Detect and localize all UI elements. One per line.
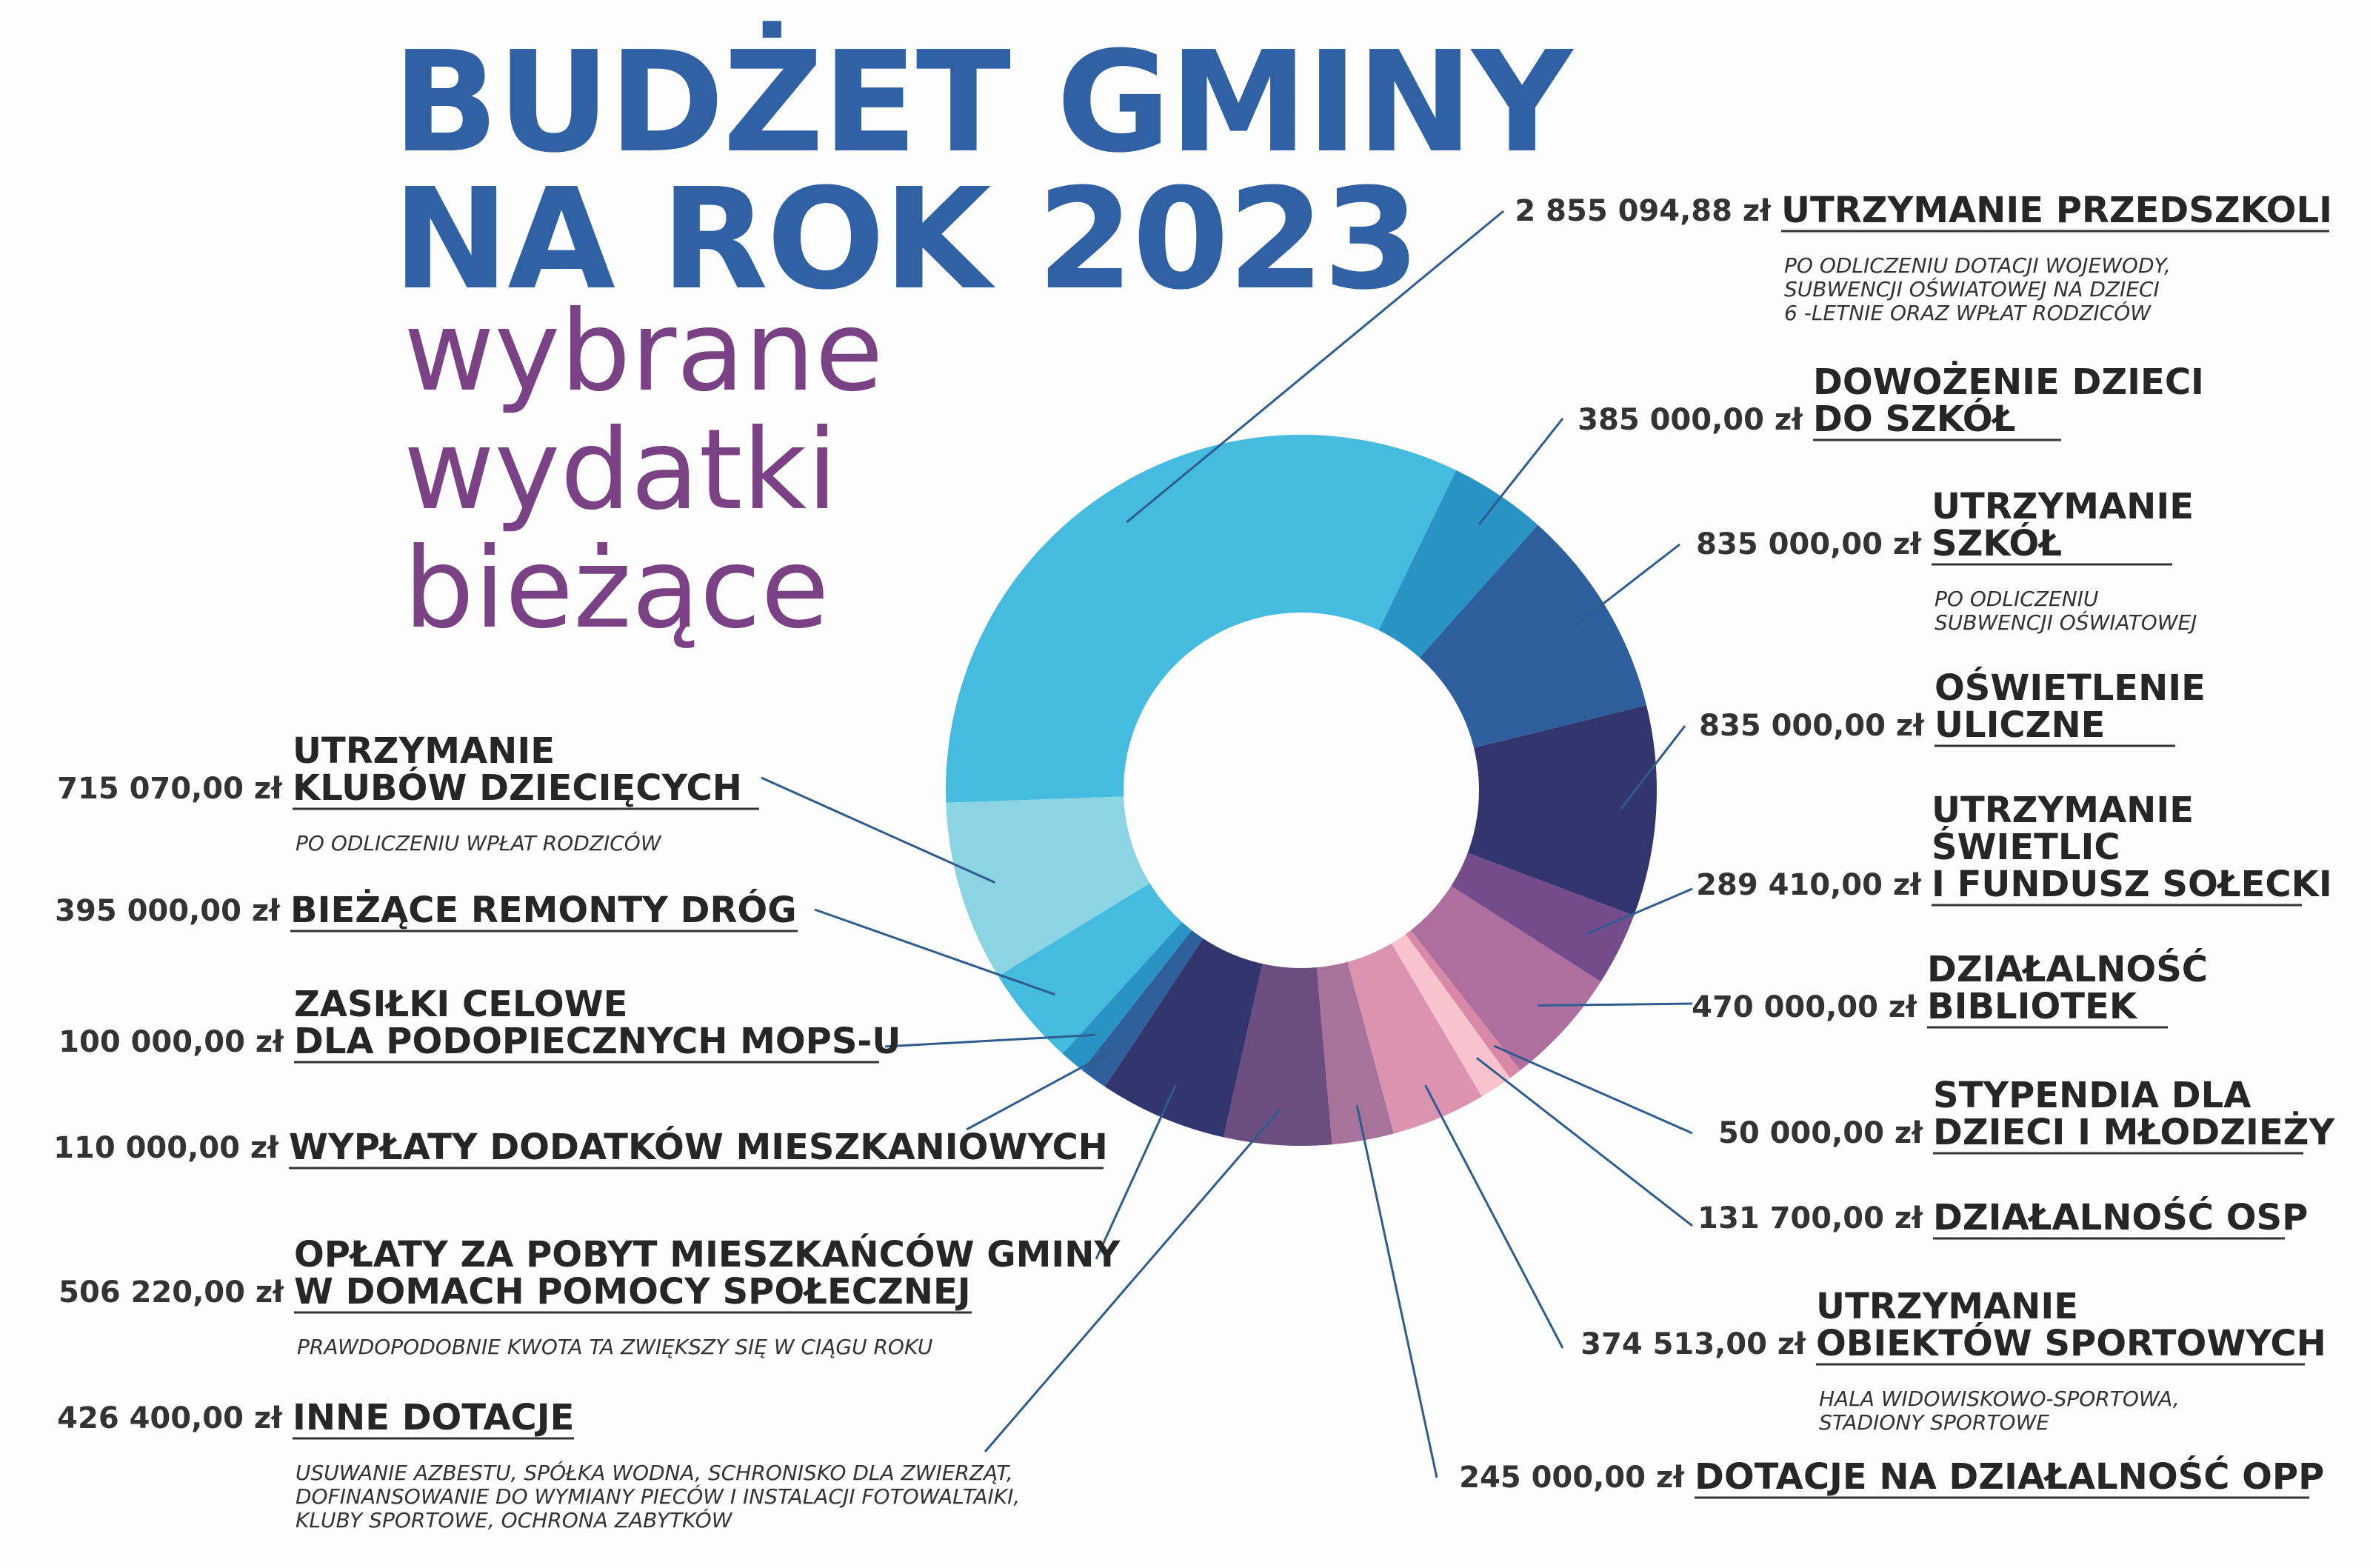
slice-note-11-0: PRAWDOPODOBNIE KWOTA TA ZWIĘKSZY SIĘ W C… bbox=[297, 1335, 932, 1359]
slice-note-2-1: SUBWENCJI OŚWIATOWEJ bbox=[1935, 610, 2197, 635]
slice-note-15-0: PO ODLICZENIU WPŁAT RODZICÓW bbox=[296, 830, 662, 855]
label-group-14: BIEŻĄCE REMONTY DRÓG 395 000,00 zł bbox=[55, 889, 798, 933]
slice-note-10-1: DOFINANSOWANIE DO WYMIANY PIECÓW I INSTA… bbox=[296, 1484, 1020, 1509]
slice-amount-13: 100 000,00 zł bbox=[59, 1025, 284, 1059]
label-group-7: DZIAŁALNOŚĆ OSP 131 700,00 zł bbox=[1698, 1196, 2308, 1240]
leader-line-11 bbox=[1095, 1084, 1178, 1260]
leader-line-15 bbox=[761, 776, 995, 884]
slice-label-5-1: BIBLIOTEK bbox=[1927, 986, 2138, 1027]
subtitle-line-1: wybrane bbox=[404, 287, 884, 416]
slice-label-4-1: ŚWIETLIC bbox=[1932, 826, 2120, 868]
slice-label-12-0: WYPŁATY DODATKÓW MIESZKANIOWYCH bbox=[289, 1126, 1108, 1168]
leader-line-5 bbox=[1538, 1002, 1693, 1007]
slice-amount-12: 110 000,00 zł bbox=[53, 1131, 279, 1165]
slice-note-10-2: KLUBY SPORTOWE, OCHRONA ZABYTKÓW bbox=[296, 1507, 733, 1532]
slice-label-3-1: ULICZNE bbox=[1935, 704, 2105, 746]
leader-line-6 bbox=[1493, 1044, 1693, 1135]
slice-labels: UTRZYMANIE PRZEDSZKOLI 2 855 094,88 zł PO … bbox=[53, 190, 2335, 1532]
slice-label-8-0: UTRZYMANIE bbox=[1816, 1286, 2078, 1327]
slice-label-9-0: DOTACJE NA DZIAŁALNOŚĆ OPP bbox=[1695, 1455, 2324, 1498]
leader-line-7 bbox=[1475, 1057, 1693, 1227]
slice-label-1-0: DOWOŻENIE DZIECI bbox=[1813, 361, 2204, 403]
slice-amount-1: 385 000,00 zł bbox=[1578, 403, 1803, 437]
slice-label-6-1: DZIECI I MŁODZIEŻY bbox=[1933, 1111, 2335, 1153]
slice-label-11-0: OPŁATY ZA POBYT MIESZKAŃCÓW GMINY bbox=[294, 1233, 1121, 1275]
slice-amount-7: 131 700,00 zł bbox=[1698, 1201, 1923, 1235]
slice-label-4-2: I FUNDUSZ SOŁECKI bbox=[1932, 864, 2332, 905]
slice-label-13-0: ZASIŁKI CELOWE bbox=[294, 984, 627, 1025]
label-group-0: UTRZYMANIE PRZEDSZKOLI 2 855 094,88 zł PO … bbox=[1515, 190, 2332, 325]
title-line-1: BUDŻET GMINY bbox=[393, 21, 1572, 184]
slice-label-13-1: DLA PODOPIECZNYCH MOPS-U bbox=[294, 1021, 901, 1062]
slice-amount-8: 374 513,00 zł bbox=[1580, 1327, 1806, 1361]
leader-line-1 bbox=[1478, 418, 1564, 525]
slice-amount-14: 395 000,00 zł bbox=[55, 894, 281, 928]
slice-label-4-0: UTRZYMANIE bbox=[1932, 790, 2194, 831]
slice-amount-4: 289 410,00 zł bbox=[1696, 868, 1922, 902]
leader-line-0 bbox=[1126, 210, 1504, 524]
slice-label-15-1: KLUBÓW DZIECIĘCYCH bbox=[293, 767, 742, 809]
slice-label-14-0: BIEŻĄCE REMONTY DRÓG bbox=[290, 889, 797, 931]
slice-amount-6: 50 000,00 zł bbox=[1718, 1116, 1923, 1150]
slice-note-0-0: PO ODLICZENIU DOTACJI WOJEWODY, bbox=[1784, 253, 2171, 278]
slice-note-0-2: 6 -LETNIE ORAZ WPŁAT RODZICÓW bbox=[1784, 300, 2152, 325]
slice-amount-5: 470 000,00 zł bbox=[1692, 990, 1917, 1024]
slice-amount-11: 506 220,00 zł bbox=[59, 1275, 284, 1310]
slice-note-8-0: HALA WIDOWISKOWO-SPORTOWA, bbox=[1819, 1387, 2180, 1411]
slice-note-10-0: USUWANIE AZBESTU, SPÓŁKA WODNA, SCHRONIS… bbox=[296, 1460, 1013, 1485]
slice-3 bbox=[1301, 705, 1657, 916]
donut-hole bbox=[1124, 613, 1479, 968]
slice-label-2-0: UTRZYMANIE bbox=[1932, 486, 2194, 527]
leader-lines bbox=[761, 210, 1693, 1478]
leader-line-4 bbox=[1586, 887, 1693, 935]
slice-amount-9: 245 000,00 zł bbox=[1459, 1461, 1685, 1495]
slice-amount-2: 835 000,00 zł bbox=[1696, 527, 1922, 561]
subtitle-line-3: bieżące bbox=[404, 524, 830, 653]
slice-note-8-1: STADIONY SPORTOWE bbox=[1819, 1410, 2049, 1435]
title-line-2: NA ROK 2023 bbox=[393, 159, 1420, 321]
slice-amount-0: 2 855 094,88 zł bbox=[1515, 194, 1772, 228]
slice-label-0-0: UTRZYMANIE PRZEDSZKOLI bbox=[1781, 190, 2332, 231]
slice-amount-15: 715 070,00 zł bbox=[57, 772, 283, 806]
slice-amount-3: 835 000,00 zł bbox=[1699, 709, 1925, 743]
slice-note-2-0: PO ODLICZENIU bbox=[1935, 587, 2098, 611]
slice-label-10-0: INNE DOTACJE bbox=[293, 1397, 574, 1438]
subtitle-line-2: wydatki bbox=[404, 406, 838, 535]
slice-label-11-1: W DOMACH POMOCY SPOŁECZNEJ bbox=[294, 1271, 971, 1312]
slice-amount-10: 426 400,00 zł bbox=[57, 1401, 283, 1435]
slice-label-1-1: DO SZKÓŁ bbox=[1813, 398, 2015, 440]
slice-note-0-1: SUBWENCJI OŚWIATOWEJ NA DZIECI bbox=[1784, 276, 2160, 301]
slice-label-7-0: DZIAŁALNOŚĆ OSP bbox=[1933, 1196, 2308, 1238]
leader-line-10 bbox=[984, 1109, 1281, 1452]
label-group-9: DOTACJE NA DZIAŁALNOŚĆ OPP 245 000,00 zł bbox=[1459, 1455, 2324, 1499]
leader-line-8 bbox=[1424, 1084, 1564, 1349]
slice-label-2-1: SZKÓŁ bbox=[1932, 522, 2062, 564]
slice-label-15-0: UTRZYMANIE bbox=[293, 730, 555, 772]
slice-label-8-1: OBIEKTÓW SPORTOWYCH bbox=[1816, 1322, 2326, 1364]
leader-line-3 bbox=[1620, 725, 1686, 810]
leader-line-2 bbox=[1575, 543, 1680, 627]
slice-label-3-0: OŚWIETLENIE bbox=[1935, 667, 2206, 709]
leader-line-9 bbox=[1355, 1105, 1438, 1478]
slice-label-6-0: STYPENDIA DLA bbox=[1933, 1075, 2251, 1116]
leader-line-13 bbox=[884, 1033, 1095, 1048]
label-group-12: WYPŁATY DODATKÓW MIESZKANIOWYCH 110 000,0… bbox=[53, 1126, 1108, 1170]
slice-label-5-0: DZIAŁALNOŚĆ bbox=[1927, 948, 2208, 990]
label-group-10: INNE DOTACJE 426 400,00 zł USUWANIE AZBEST… bbox=[57, 1397, 1020, 1532]
leader-line-12 bbox=[966, 1049, 1115, 1131]
leader-line-14 bbox=[814, 908, 1055, 996]
